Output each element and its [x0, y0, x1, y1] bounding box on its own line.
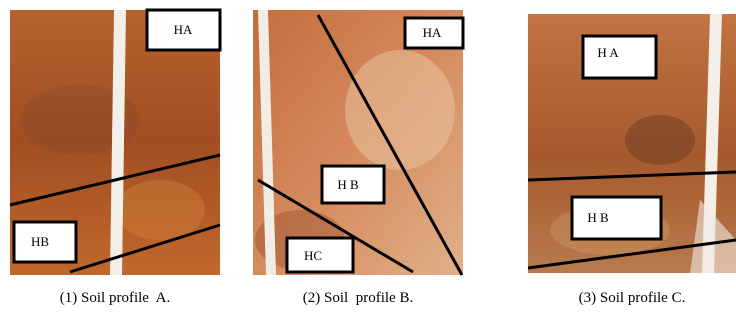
horizon-label: H B — [587, 210, 609, 225]
horizon-label: HC — [304, 248, 322, 263]
caption: (2) Soil profile B. — [303, 290, 413, 306]
figure: HA HB (1) Soil profile A. HA H B HC (2) … — [0, 0, 736, 313]
caption: (1) Soil profile A. — [60, 290, 170, 306]
horizon-label: HA — [423, 25, 442, 40]
horizon-label: H A — [597, 45, 619, 60]
photo-soil-profile-b: HA H B HC — [253, 10, 463, 275]
caption: (3) Soil profile C. — [579, 290, 686, 306]
horizon-label: HB — [31, 234, 49, 249]
photo-soil-profile-c: H A H B — [528, 14, 736, 273]
horizon-label: HA — [174, 22, 193, 37]
horizon-label: H B — [337, 177, 359, 192]
photo-soil-profile-a: HA HB — [10, 10, 220, 275]
